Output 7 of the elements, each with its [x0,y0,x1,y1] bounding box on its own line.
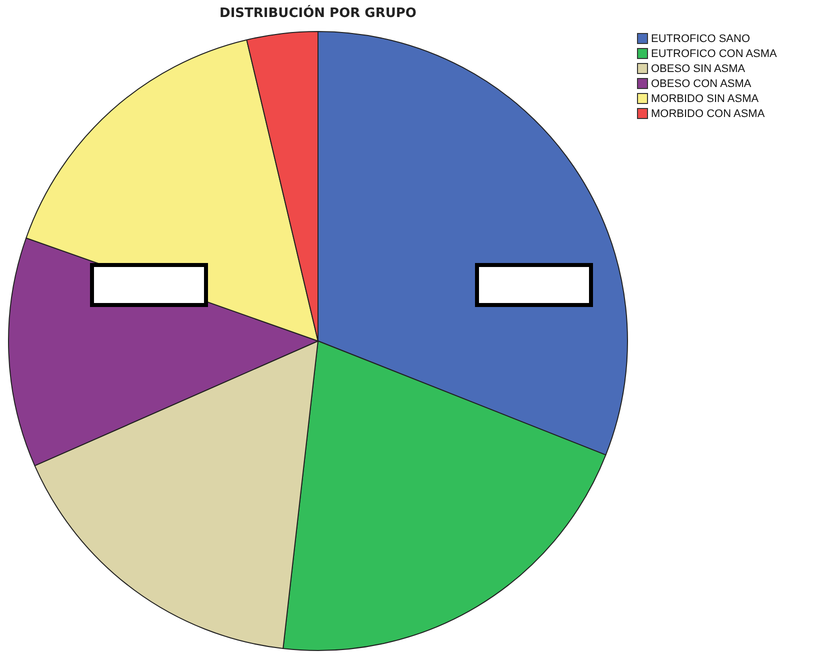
legend-label: EUTROFICO SANO [651,32,750,44]
legend-label: OBESO CON ASMA [651,78,752,90]
legend-label: MORBIDO SIN ASMA [651,92,759,104]
chart-title: DISTRIBUCIÓN POR GRUPO [218,6,418,21]
legend-label: OBESO SIN ASMA [651,62,746,74]
legend-label: EUTROFICO CON ASMA [651,48,777,60]
legend-label: MORBIDO CON ASMA [651,108,765,120]
